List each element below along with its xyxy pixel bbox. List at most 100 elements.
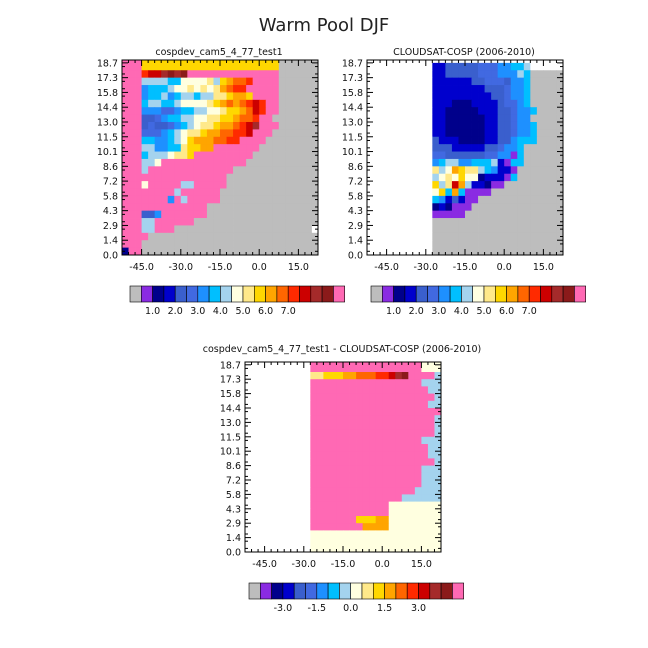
heatmap-cell [317,466,324,474]
heatmap-cell [439,63,446,71]
heatmap-cell [142,188,149,196]
heatmap-cell [343,509,350,517]
heatmap-cell [142,248,149,256]
heatmap-cell [246,225,253,233]
heatmap-cell [387,174,394,182]
heatmap-cell [350,379,357,387]
heatmap-cell [284,437,291,445]
heatmap-cell [419,196,426,204]
heatmap-cell [227,159,234,167]
heatmap-cell [402,545,409,553]
heatmap-cell [330,415,337,423]
heatmap-cell [369,365,376,373]
heatmap-cell [168,188,175,196]
heatmap-cell [432,248,439,256]
heatmap-cell [253,211,260,219]
heatmap-cell [382,451,389,459]
heatmap-cell [330,408,337,416]
heatmap-cell [376,422,383,430]
heatmap-cell [259,107,266,115]
heatmap-cell [543,129,550,137]
heatmap-cell [524,225,531,233]
heatmap-cell [258,430,265,438]
heatmap-cell [181,70,188,78]
heatmap-cell [387,188,394,196]
heatmap-cell [227,211,234,219]
heatmap-cell [485,240,492,248]
heatmap-cell [517,174,524,182]
heatmap-cell [445,78,452,86]
heatmap-cell [271,437,278,445]
heatmap-cell [426,240,433,248]
colorbar-label: 4.0 [454,306,469,317]
heatmap-cell [213,181,220,189]
heatmap-cell [369,415,376,423]
heatmap-cells [367,60,563,255]
heatmap-cell [387,166,394,174]
heatmap-cell [129,248,136,256]
heatmap-cell [530,196,537,204]
heatmap-cell [252,430,259,438]
heatmap-cell [279,174,286,182]
heatmap-cell [478,100,485,108]
y-tick-label: 14.4 [97,103,118,114]
heatmap-cell [356,394,363,402]
heatmap-cell [426,233,433,241]
heatmap-cell [543,233,550,241]
heatmap-cell [220,115,227,123]
heatmap-cell [285,211,292,219]
heatmap-cell [524,129,531,137]
heatmap-cell [227,166,234,174]
heatmap-cell [187,196,194,204]
heatmap-cell [439,181,446,189]
heatmap-cell [504,115,511,123]
heatmap-cell [161,129,168,137]
heatmap-cell [445,122,452,130]
heatmap-cell [161,181,168,189]
heatmap-cell [187,115,194,123]
heatmap-cell [356,502,363,510]
heatmap-cell [317,365,324,373]
heatmap-cell [258,516,265,524]
heatmap-cell [415,480,422,488]
heatmap-cell [272,152,279,160]
heatmap-cell [537,225,544,233]
heatmap-cell [393,211,400,219]
heatmap-cell [432,196,439,204]
heatmap-cell [279,70,286,78]
heatmap-cell [291,494,298,502]
heatmap-cell [382,516,389,524]
heatmap-cell [380,166,387,174]
heatmap-cell [550,188,557,196]
heatmap-cell [452,144,459,152]
heatmap-cell [550,240,557,248]
heatmap-cell [291,473,298,481]
y-tick-label: 5.8 [348,191,363,202]
heatmap-cell [426,181,433,189]
heatmap-cell [305,92,312,100]
heatmap-cell [413,92,420,100]
heatmap-cell [187,218,194,226]
heatmap-cell [227,122,234,130]
heatmap-cell [498,203,505,211]
heatmap-cell [292,188,299,196]
heatmap-cell [380,137,387,145]
heatmap-cell [194,203,201,211]
heatmap-cell [465,144,472,152]
heatmap-cell [266,100,273,108]
heatmap-cell [213,225,220,233]
heatmap-cell [356,379,363,387]
heatmap-cell [155,181,162,189]
heatmap-cell [148,115,155,123]
heatmap-cell [240,144,247,152]
heatmap-cell [310,422,317,430]
heatmap-cell [272,129,279,137]
heatmap-cell [317,408,324,416]
heatmap-cell [395,466,402,474]
heatmap-cell [207,166,214,174]
heatmap-cell [432,137,439,145]
heatmap-cell [259,100,266,108]
heatmap-cell [458,188,465,196]
colorbar-box [450,286,461,302]
heatmap-cell [181,233,188,241]
